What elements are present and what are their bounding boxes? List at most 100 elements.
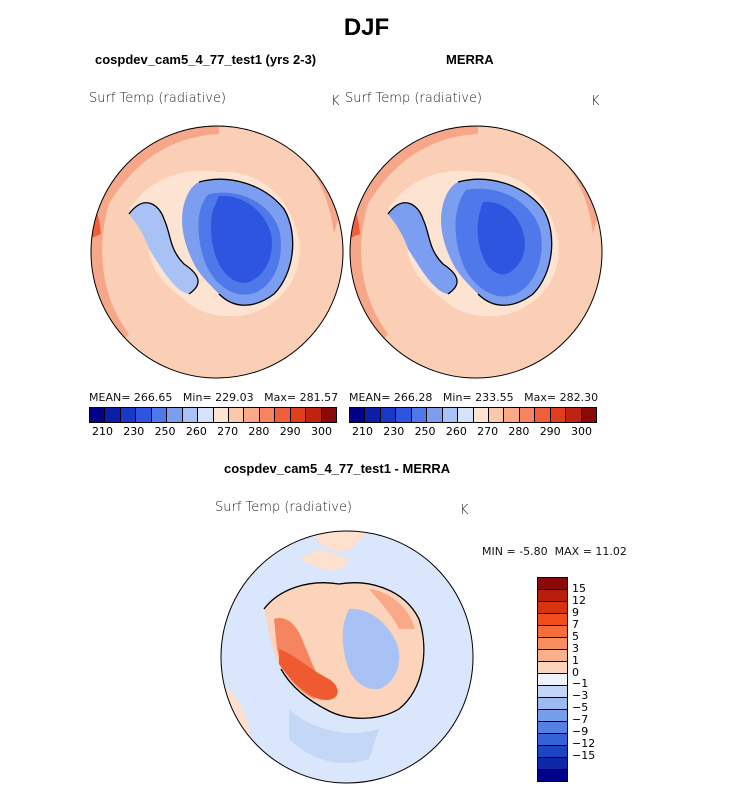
left-min-label: Min=	[182, 391, 212, 404]
colorbar-swatch	[538, 614, 567, 626]
colorbar-swatch	[259, 408, 276, 422]
colorbar-tick-label: 280	[508, 425, 530, 438]
colorbar-label: 9	[572, 605, 579, 619]
right-min-value: 233.55	[475, 391, 514, 404]
page-title: DJF	[343, 14, 390, 41]
colorbar-swatch	[538, 638, 567, 650]
colorbar-swatch	[535, 408, 551, 422]
left-mean-label: MEAN=	[89, 391, 131, 404]
right-max-value: 282.30	[559, 391, 599, 404]
colorbar-swatch	[519, 408, 536, 422]
colorbar-label: 7	[572, 617, 579, 631]
colorbar-swatch	[182, 408, 199, 422]
right-subtitle: MERRA	[446, 52, 494, 67]
colorbar-tick-label: 210	[352, 425, 373, 438]
colorbar-tick-label: 210	[92, 425, 113, 438]
colorbar-swatch	[411, 408, 428, 422]
colorbar-swatch	[198, 408, 214, 422]
left-units-label: K	[331, 94, 340, 109]
colorbar-label: 3	[572, 641, 579, 655]
colorbar-swatch	[538, 626, 567, 638]
left-antarctic-map	[90, 125, 344, 379]
left-max-label: Max=	[264, 391, 297, 404]
diff-max-value: 11.02	[595, 545, 627, 558]
right-max-label: Max=	[524, 391, 557, 404]
colorbar-tick-label: 230	[383, 425, 405, 438]
colorbar-swatch	[136, 408, 152, 422]
colorbar-swatch	[538, 686, 567, 698]
right-mean-value: 266.28	[393, 391, 433, 404]
colorbar-swatch	[458, 408, 474, 422]
colorbar-swatch	[244, 408, 260, 422]
colorbar-swatch	[538, 674, 567, 686]
colorbar-swatch	[321, 408, 336, 422]
colorbar-swatch	[473, 408, 489, 422]
colorbar-tick-label: 270	[217, 425, 239, 438]
colorbar-label: −9	[572, 725, 589, 739]
diff-stats: MIN = -5.80 MAX = 11.02	[482, 545, 627, 558]
colorbar-label: 12	[572, 593, 586, 607]
right-colorbar-ticks: 210 230 250 260 270 280 290 300	[352, 425, 592, 438]
colorbar-swatch	[365, 408, 381, 422]
colorbar-swatch	[350, 408, 366, 422]
colorbar-label: 0	[572, 665, 579, 679]
right-variable-label: Surf Temp (radiative)	[345, 91, 483, 106]
colorbar-swatch	[538, 722, 567, 734]
left-variable-label: Surf Temp (radiative)	[89, 91, 227, 106]
colorbar-swatch	[538, 734, 567, 746]
colorbar-tick-label: 260	[445, 425, 467, 438]
right-colorbar	[349, 407, 597, 423]
colorbar-tick-label: 280	[248, 425, 270, 438]
colorbar-label: 15	[572, 581, 586, 595]
colorbar-tick-label: 290	[279, 425, 301, 438]
diff-colorbar	[537, 577, 568, 782]
diff-subtitle: cospdev_cam5_4_77_test1 - MERRA	[224, 461, 451, 476]
colorbar-swatch	[538, 650, 567, 662]
colorbar-label: −12	[572, 737, 596, 751]
colorbar-tick-label: 260	[185, 425, 207, 438]
colorbar-swatch	[228, 408, 245, 422]
left-colorbar-ticks: 210 230 250 260 270 280 290 300	[92, 425, 332, 438]
colorbar-label: −3	[572, 689, 589, 703]
colorbar-swatch	[538, 746, 567, 758]
colorbar-label: 1	[572, 653, 579, 667]
colorbar-label: −15	[572, 749, 596, 763]
colorbar-swatch	[538, 602, 567, 614]
left-max-value: 281.57	[299, 391, 339, 404]
colorbar-swatch	[275, 408, 291, 422]
colorbar-swatch	[90, 408, 106, 422]
right-mean-label: MEAN=	[349, 391, 391, 404]
colorbar-swatch	[550, 408, 567, 422]
colorbar-swatch	[396, 408, 412, 422]
colorbar-tick-label: 300	[570, 425, 592, 438]
colorbar-swatch	[581, 408, 596, 422]
colorbar-swatch	[488, 408, 505, 422]
colorbar-swatch	[538, 758, 567, 770]
right-units-label: K	[591, 94, 600, 109]
colorbar-swatch	[213, 408, 229, 422]
left-min-value: 229.03	[215, 391, 254, 404]
left-subtitle: cospdev_cam5_4_77_test1 (yrs 2-3)	[95, 52, 317, 67]
colorbar-swatch	[538, 710, 567, 722]
diff-min-label: MIN =	[482, 545, 516, 558]
colorbar-swatch	[538, 698, 567, 710]
colorbar-swatch	[306, 408, 322, 422]
diff-max-label: MAX =	[554, 545, 592, 558]
right-antarctic-map	[349, 125, 603, 379]
colorbar-swatch	[290, 408, 307, 422]
colorbar-swatch	[427, 408, 443, 422]
colorbar-swatch	[538, 770, 567, 781]
diff-antarctic-map	[220, 530, 474, 784]
diff-colorbar-labels: 15 12 9 7 5 3 1 0 −1 −3 −5 −7 −9 −12 −15	[572, 577, 612, 780]
colorbar-label: −1	[572, 677, 589, 691]
colorbar-tick-label: 290	[539, 425, 561, 438]
left-colorbar	[89, 407, 337, 423]
colorbar-swatch	[538, 578, 567, 590]
colorbar-swatch	[167, 408, 183, 422]
colorbar-swatch	[105, 408, 121, 422]
left-stats: MEAN= 266.65 Min= 229.03 Max= 281.57	[89, 391, 338, 404]
colorbar-swatch	[504, 408, 520, 422]
colorbar-swatch	[538, 662, 567, 674]
left-mean-value: 266.65	[133, 391, 173, 404]
colorbar-tick-label: 250	[414, 425, 436, 438]
